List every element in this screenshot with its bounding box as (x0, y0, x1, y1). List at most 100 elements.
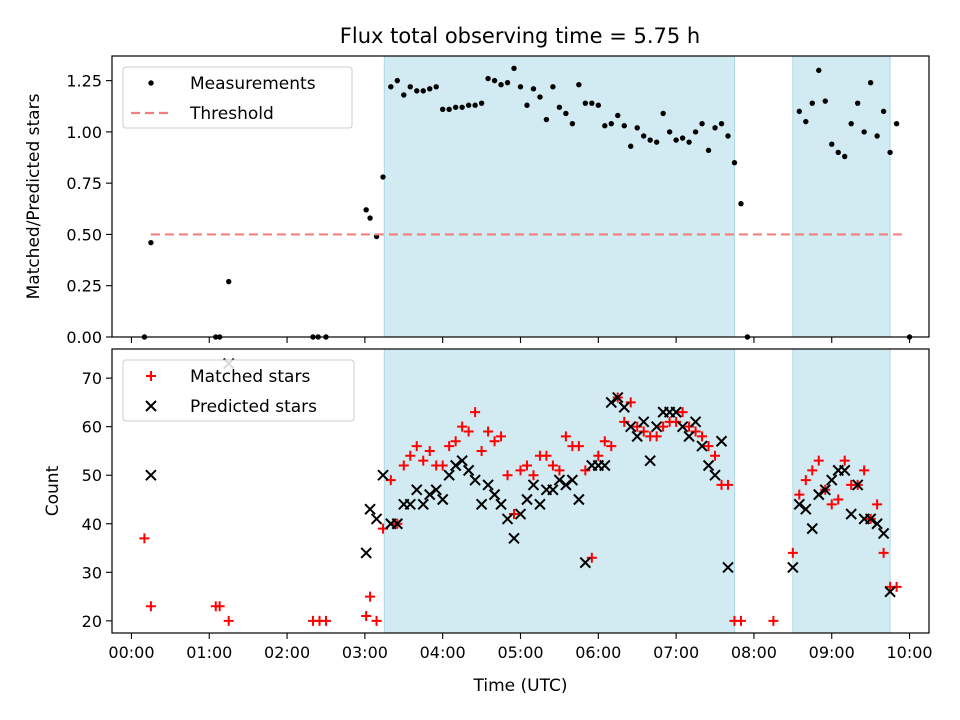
measurement-point (550, 84, 556, 90)
y-tick-label: 1.00 (66, 123, 102, 142)
x-tick-label: 05:00 (497, 643, 543, 662)
predicted-star-point (573, 493, 585, 506)
predicted-star-point (813, 488, 825, 501)
measurement-point (148, 239, 154, 246)
matched-star-point (593, 450, 604, 461)
shaded-interval (792, 56, 891, 337)
predicted-star-point (787, 561, 799, 574)
matched-star-point (541, 450, 552, 461)
matched-star-point (361, 611, 372, 622)
predicted-star-point (819, 484, 831, 496)
matched-star-point (509, 509, 520, 520)
measurement-point (537, 94, 543, 100)
bottom-legend: Matched stars Predicted stars (122, 359, 355, 422)
measurement-point (414, 88, 420, 94)
matched-star-point (891, 581, 902, 592)
predicted-star-point (462, 464, 475, 477)
y-tick-label: 0.00 (66, 328, 102, 347)
matched-star-point (223, 615, 234, 626)
measurement-point (725, 133, 731, 139)
predicted-star-point (696, 440, 708, 452)
measurement-point (380, 174, 386, 180)
measurement-point (595, 102, 602, 108)
measurement-point (874, 133, 880, 139)
measurement-point (835, 149, 841, 156)
bottom-marks (139, 357, 902, 626)
predicted-star-point (826, 474, 838, 486)
measurement-point (388, 84, 394, 90)
measurement-point (842, 153, 848, 160)
matched-star-point (573, 441, 584, 452)
predicted-star-point (644, 454, 656, 467)
y-tick-label: 1.25 (66, 72, 102, 91)
measurement-point (796, 108, 803, 115)
matched-star-point (787, 547, 798, 558)
measurement-point (692, 129, 699, 135)
predicted-star-point (417, 498, 429, 511)
matched-star-point (872, 499, 883, 510)
predicted-star-point (877, 527, 890, 540)
predicted-star-point (702, 459, 715, 472)
predicted-star-point (391, 518, 404, 530)
measurement-point (367, 215, 373, 221)
bottom-y-axis-label: Count (43, 465, 63, 516)
measurement-point (893, 120, 900, 127)
measurement-point (628, 143, 634, 149)
top-y-axis-label: Matched/Predicted stars (24, 93, 44, 299)
predicted-star-point (715, 435, 728, 447)
measurement-point (861, 129, 867, 135)
measurement-point (401, 92, 407, 98)
x-tick-label: 02:00 (264, 643, 310, 662)
matched-star-point (470, 407, 481, 418)
matched-star-point (463, 426, 474, 437)
shaded-interval (792, 349, 891, 633)
matched-star-point (489, 436, 500, 447)
x-tick-label: 09:00 (809, 643, 855, 662)
predicted-star-point (514, 508, 527, 520)
matched-star-point (878, 547, 889, 558)
legend-entry-label: Measurements (190, 74, 316, 94)
predicted-star-point (370, 513, 383, 525)
y-tick-label: 60 (82, 418, 102, 437)
measurement-point (738, 200, 744, 207)
top-panel: 0.00 0.25 0.50 0.75 1.00 1.25 Matched/Predict… (24, 55, 930, 347)
measurement-point (427, 86, 433, 92)
matched-star-point (547, 460, 558, 471)
predicted-star-point (845, 508, 857, 520)
measurement-point (699, 120, 705, 127)
legend-entry-label: Predicted stars (190, 397, 317, 417)
predicted-star-point (618, 401, 630, 413)
predicted-star-point (650, 420, 663, 433)
measurement-point (433, 84, 439, 90)
legend-matched-swatch (146, 371, 156, 381)
matched-star-point (768, 615, 779, 626)
matched-star-point (839, 455, 850, 466)
predicted-star-point (579, 556, 592, 569)
shaded-interval (384, 56, 735, 337)
measurement-point (867, 79, 874, 86)
measurement-point (524, 102, 530, 108)
measurement-point (530, 86, 537, 92)
predicted-star-point (553, 474, 566, 486)
top-ticks: 0.00 0.25 0.50 0.75 1.00 1.25 (66, 72, 911, 347)
x-tick-label: 08:00 (731, 643, 777, 662)
predicted-star-point (864, 513, 877, 525)
matched-star-point (735, 615, 746, 626)
predicted-star-point (456, 454, 468, 467)
predicted-star-point (534, 498, 546, 511)
matched-star-point (411, 441, 422, 452)
x-axis-label: Time (UTC) (473, 676, 568, 696)
matched-star-point (528, 470, 539, 481)
matched-star-point (625, 397, 636, 408)
measurement-point (705, 147, 712, 154)
predicted-star-point (482, 479, 494, 491)
legend-box (122, 66, 353, 129)
measurement-point (569, 120, 576, 127)
measurement-point (517, 84, 524, 90)
predicted-star-point (612, 391, 624, 404)
predicted-star-point (793, 498, 806, 511)
matched-star-point (476, 445, 487, 456)
measurement-point (485, 75, 491, 82)
matched-star-point (515, 465, 526, 476)
